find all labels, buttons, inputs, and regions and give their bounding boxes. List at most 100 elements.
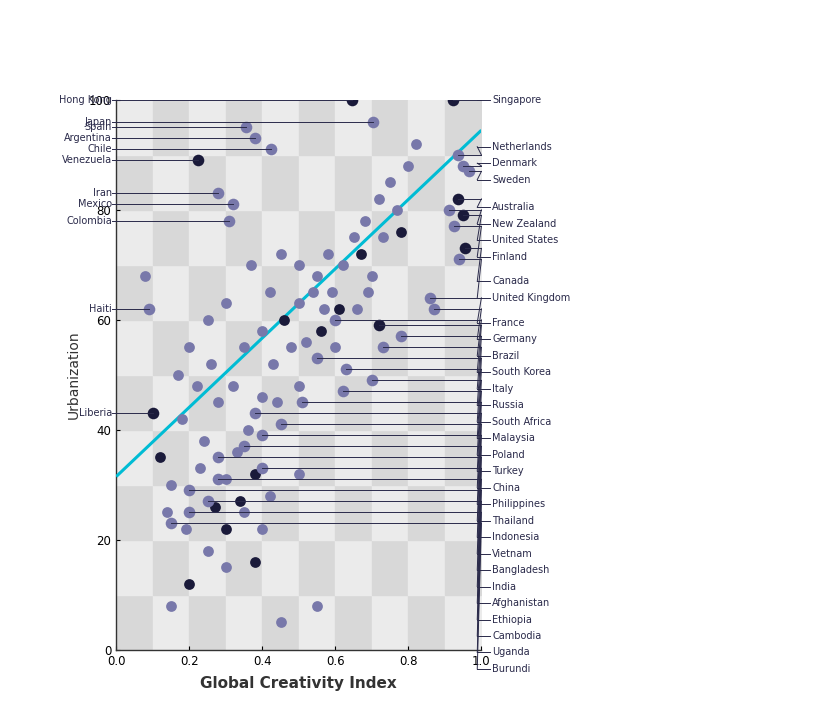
Point (212, 188, 225, 199)
Point (212, 397, 225, 408)
Text: Venezuela: Venezuela (62, 156, 112, 166)
Point (256, 325, 269, 336)
Text: Germany: Germany (492, 334, 537, 344)
Text: Japan: Japan (85, 117, 112, 127)
Text: Iran: Iran (93, 188, 112, 198)
Point (237, 342, 251, 353)
Point (222, 215, 236, 226)
Point (164, 518, 178, 529)
Point (339, 363, 353, 375)
Point (146, 408, 159, 419)
Text: Brazil: Brazil (492, 351, 520, 361)
Text: United States: United States (492, 235, 559, 245)
Text: Uganda: Uganda (492, 648, 530, 658)
Point (256, 430, 269, 441)
Point (292, 380, 305, 391)
Text: Finland: Finland (492, 251, 527, 261)
Point (271, 397, 284, 408)
Point (190, 380, 203, 391)
Point (266, 358, 280, 370)
Point (248, 133, 261, 144)
Point (208, 501, 222, 513)
Point (265, 144, 278, 155)
Text: South Korea: South Korea (492, 367, 551, 377)
Text: France: France (492, 318, 525, 328)
Point (263, 490, 276, 501)
Point (227, 198, 240, 210)
Point (373, 320, 386, 331)
Point (358, 215, 371, 226)
Point (376, 231, 389, 243)
Text: Netherlands: Netherlands (492, 141, 552, 151)
Point (192, 155, 205, 166)
Point (373, 193, 386, 205)
Point (256, 523, 269, 535)
Point (300, 336, 313, 348)
Point (457, 160, 470, 171)
Point (336, 386, 349, 397)
Point (402, 160, 415, 171)
Point (318, 303, 331, 315)
Point (154, 452, 167, 463)
Point (277, 314, 290, 326)
Text: Denmark: Denmark (492, 159, 537, 169)
Point (336, 259, 349, 271)
Text: Philippines: Philippines (492, 499, 545, 509)
Point (172, 369, 185, 381)
Text: Indonesia: Indonesia (492, 532, 540, 542)
Point (394, 331, 408, 342)
Text: Thailand: Thailand (492, 516, 535, 526)
Point (423, 292, 437, 303)
Text: Haiti: Haiti (90, 304, 112, 314)
Text: United Kingdom: United Kingdom (492, 293, 570, 303)
Text: New Zealand: New Zealand (492, 218, 556, 228)
Point (274, 248, 287, 260)
Text: China: China (492, 483, 520, 493)
Point (204, 358, 217, 370)
Point (201, 496, 214, 507)
Point (310, 353, 324, 364)
Text: Vietnam: Vietnam (492, 548, 533, 558)
Point (230, 446, 243, 458)
Y-axis label: Urbanization: Urbanization (66, 331, 81, 419)
Point (314, 325, 327, 336)
Point (451, 149, 464, 161)
Point (310, 270, 324, 281)
Text: Ethiopia: Ethiopia (492, 615, 532, 625)
Point (447, 94, 460, 106)
Point (219, 473, 232, 485)
Point (394, 226, 408, 238)
Point (193, 463, 207, 474)
Point (248, 408, 261, 419)
Point (365, 375, 378, 386)
Point (354, 248, 368, 260)
Point (237, 507, 251, 518)
Point (329, 314, 342, 326)
Text: Liberia: Liberia (79, 408, 112, 418)
Point (365, 270, 378, 281)
Text: Canada: Canada (492, 276, 530, 286)
Point (329, 342, 342, 353)
Point (447, 221, 461, 232)
Text: Hong Kong: Hong Kong (59, 95, 112, 105)
Point (219, 523, 232, 535)
Point (256, 463, 269, 474)
Point (183, 485, 196, 496)
Point (292, 468, 305, 480)
Point (346, 94, 359, 106)
X-axis label: Global Creativity Index: Global Creativity Index (200, 676, 398, 691)
Point (325, 287, 339, 298)
Text: Spain: Spain (85, 122, 112, 133)
Point (458, 243, 471, 254)
Text: Malaysia: Malaysia (492, 433, 535, 443)
Point (212, 473, 225, 485)
Point (462, 166, 476, 177)
Point (164, 600, 178, 611)
Point (183, 578, 196, 590)
Point (227, 380, 240, 391)
Point (212, 452, 225, 463)
Point (350, 303, 364, 315)
Point (239, 122, 252, 134)
Point (307, 287, 320, 298)
Text: Colombia: Colombia (66, 216, 112, 226)
